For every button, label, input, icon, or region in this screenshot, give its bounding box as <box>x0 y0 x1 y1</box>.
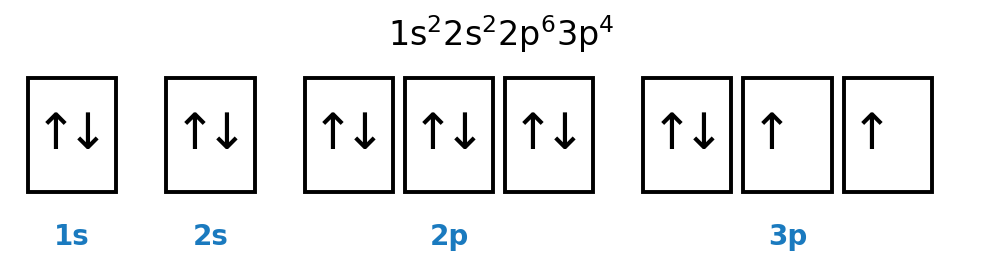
Text: 1s$^2$2s$^2$2p$^6$3p$^4$: 1s$^2$2s$^2$2p$^6$3p$^4$ <box>388 13 614 55</box>
Text: ↓: ↓ <box>682 111 724 159</box>
Text: 1s: 1s <box>54 223 90 251</box>
Bar <box>743 78 832 192</box>
Text: ↑: ↑ <box>650 111 692 159</box>
Bar <box>166 78 255 192</box>
Text: ↓: ↓ <box>67 111 109 159</box>
Text: ↑: ↑ <box>35 111 77 159</box>
Text: ↑: ↑ <box>851 111 893 159</box>
Text: ↓: ↓ <box>344 111 386 159</box>
Bar <box>643 78 731 192</box>
Bar <box>844 78 932 192</box>
Text: ↑: ↑ <box>412 111 454 159</box>
Text: 2s: 2s <box>192 223 228 251</box>
Text: ↑: ↑ <box>312 111 354 159</box>
Bar <box>405 78 493 192</box>
Text: ↑: ↑ <box>512 111 554 159</box>
Text: ↓: ↓ <box>444 111 486 159</box>
Text: ↓: ↓ <box>544 111 586 159</box>
Text: 3p: 3p <box>768 223 808 251</box>
Text: ↓: ↓ <box>205 111 247 159</box>
Text: ↑: ↑ <box>173 111 215 159</box>
Text: 2p: 2p <box>429 223 469 251</box>
Bar <box>28 78 116 192</box>
Text: ↑: ↑ <box>750 111 793 159</box>
Bar <box>505 78 593 192</box>
Bar <box>305 78 393 192</box>
